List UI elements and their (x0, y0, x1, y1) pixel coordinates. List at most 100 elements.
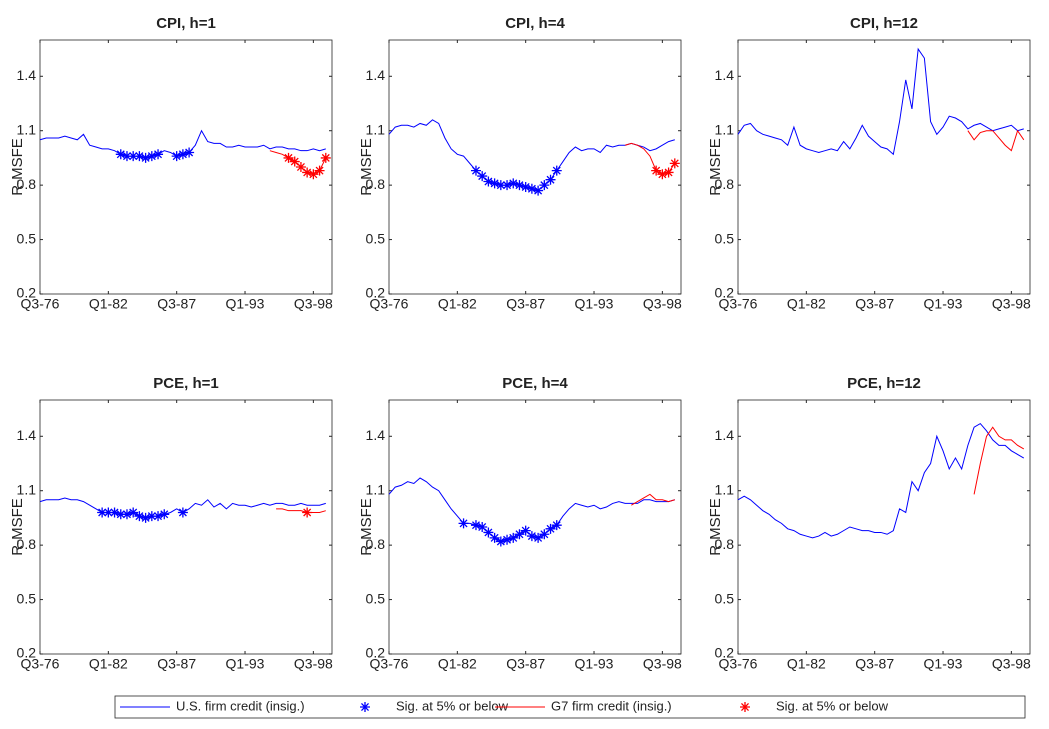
x-tick-label: Q3-87 (157, 296, 196, 312)
y-tick-label: 0.2 (366, 285, 386, 301)
legend-box (114, 695, 1026, 719)
x-tick-label: Q3-76 (21, 296, 60, 312)
plot-area (388, 39, 682, 295)
series-line (973, 426, 1025, 495)
x-tick-label: Q3-98 (992, 656, 1031, 672)
sig-marker (289, 156, 300, 167)
y-tick-label: 0.2 (715, 285, 735, 301)
y-axis-label: R-MSFE (707, 138, 724, 196)
y-axis-label: R-MSFE (9, 138, 26, 196)
sig-marker (502, 534, 513, 545)
sig-marker (134, 151, 145, 162)
y-tick-label: 1.4 (715, 427, 735, 443)
sig-marker (526, 531, 537, 542)
y-tick-label: 1.1 (17, 481, 37, 497)
x-tick-label: Q1-93 (226, 656, 265, 672)
x-tick-label: Q3-87 (855, 656, 894, 672)
sig-marker (177, 507, 188, 518)
sig-marker (514, 529, 525, 540)
sig-marker (514, 180, 525, 191)
x-tick-label: Q1-93 (575, 296, 614, 312)
chart-title: CPI, h=4 (505, 15, 565, 32)
plot-area (39, 39, 333, 295)
sig-marker (470, 520, 481, 531)
sig-marker (103, 507, 114, 518)
x-tick-label: Q1-82 (438, 296, 477, 312)
sig-marker (539, 529, 550, 540)
sig-marker (551, 165, 562, 176)
chart-title: PCE, h=1 (153, 375, 218, 392)
y-tick-label: 1.1 (715, 121, 735, 137)
x-tick-label: Q3-76 (370, 296, 409, 312)
y-tick-label: 0.5 (366, 590, 386, 606)
y-tick-label: 0.8 (715, 536, 735, 552)
y-tick-label: 1.1 (366, 121, 386, 137)
sig-marker (545, 523, 556, 534)
chart-title: PCE, h=4 (502, 375, 568, 392)
x-tick-label: Q1-93 (924, 296, 963, 312)
sig-marker (177, 149, 188, 160)
y-tick-label: 1.4 (366, 427, 386, 443)
y-tick-label: 0.2 (715, 645, 735, 661)
sig-marker (159, 509, 170, 520)
x-tick-label: Q1-82 (787, 296, 826, 312)
sig-marker (97, 507, 108, 518)
sig-marker (128, 151, 139, 162)
plot-area (39, 399, 333, 655)
plot-area (737, 39, 1031, 295)
y-tick-label: 0.5 (17, 590, 37, 606)
sig-marker (308, 169, 319, 180)
x-tick-label: Q3-87 (855, 296, 894, 312)
plot-area (388, 399, 682, 655)
sig-marker (146, 511, 157, 522)
y-tick-label: 1.4 (17, 427, 37, 443)
sig-marker (283, 152, 294, 163)
sig-marker (153, 149, 164, 160)
sig-marker (140, 152, 151, 163)
sig-marker (520, 525, 531, 536)
sig-marker (508, 178, 519, 189)
y-tick-label: 1.4 (17, 67, 37, 83)
sig-marker (526, 183, 537, 194)
x-tick-label: Q1-82 (89, 296, 128, 312)
x-tick-label: Q3-76 (719, 656, 758, 672)
sig-marker (477, 522, 488, 532)
sig-marker (483, 176, 494, 187)
legend-label: G7 firm credit (insig.) (551, 698, 672, 713)
x-tick-label: Q3-76 (21, 656, 60, 672)
x-tick-label: Q3-98 (643, 656, 682, 672)
sig-marker (121, 151, 132, 162)
sig-marker (651, 165, 662, 176)
sig-marker (489, 532, 500, 543)
sig-marker (657, 169, 668, 180)
sig-marker (545, 174, 556, 185)
sig-marker (458, 518, 469, 529)
sig-marker (502, 180, 513, 191)
sig-marker (495, 180, 506, 191)
x-tick-label: Q3-98 (294, 296, 333, 312)
x-tick-label: Q3-98 (992, 296, 1031, 312)
series-line (631, 493, 675, 506)
sig-marker (134, 511, 145, 522)
x-tick-label: Q1-93 (226, 296, 265, 312)
x-tick-label: Q3-87 (157, 656, 196, 672)
sig-marker (295, 162, 306, 172)
sig-marker (533, 185, 544, 196)
sig-marker (320, 152, 331, 163)
sig-marker (663, 167, 674, 178)
x-tick-label: Q3-98 (294, 656, 333, 672)
y-tick-label: 0.2 (17, 285, 37, 301)
y-tick-label: 1.1 (366, 481, 386, 497)
y-tick-label: 0.8 (366, 176, 386, 192)
y-tick-label: 0.2 (366, 645, 386, 661)
x-tick-label: Q1-93 (924, 656, 963, 672)
sig-marker (539, 180, 550, 191)
series-line (737, 47, 1024, 156)
x-tick-label: Q1-93 (575, 656, 614, 672)
y-axis-label: R-MSFE (358, 498, 375, 556)
sig-marker (184, 147, 195, 158)
y-axis-label: R-MSFE (358, 138, 375, 196)
legend-marker (360, 702, 370, 712)
y-axis-label: R-MSFE (9, 498, 26, 556)
